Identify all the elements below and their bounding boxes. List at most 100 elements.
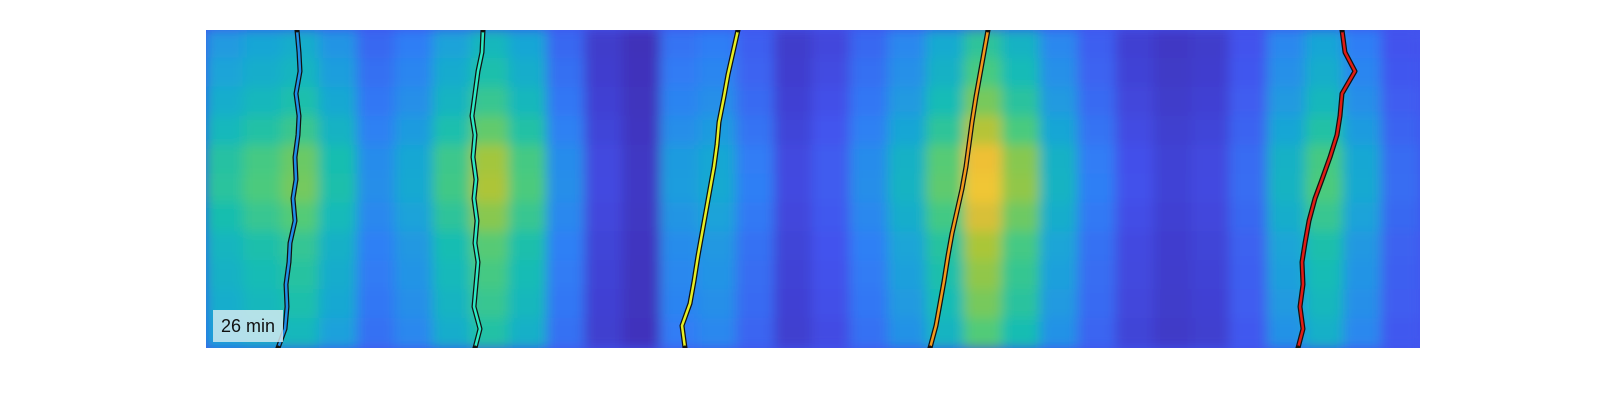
heatmap-cell [1077,173,1118,205]
heatmap-cell [1191,30,1232,60]
heatmap-cell [622,202,663,234]
heatmap-cell [812,202,852,234]
heatmap-cell [736,30,777,60]
heatmap-cell [660,57,701,89]
heatmap-cell [584,231,625,263]
heatmap-cell [508,318,549,348]
heatmap-cell [774,86,814,118]
heatmap-cell [206,115,245,147]
heatmap-cell [1001,30,1042,60]
heatmap-cell [1229,57,1270,89]
trajectory-line-5 [1296,30,1357,348]
heatmap-cell [1267,144,1308,176]
heatmap-cell [812,173,852,205]
heatmap-cell [1343,144,1384,176]
heatmap-cell [1077,30,1118,60]
heatmap-cell [736,202,777,234]
heatmap-cell [812,260,852,292]
heatmap-cell [356,144,397,176]
heatmap-cell [318,260,359,292]
heatmap-cell [356,115,397,147]
heatmap-cell [1191,115,1232,147]
heatmap-cell [432,57,473,89]
heatmap-cell [356,231,397,263]
heatmap-cell [1381,260,1420,292]
heatmap-cell [356,318,397,348]
heatmap-cell [1001,115,1042,147]
heatmap-cell [1381,86,1420,118]
heatmap-cell [546,173,587,205]
heatmap-cell [1153,202,1194,234]
heatmap-cell [812,86,852,118]
heatmap-cell [849,289,890,321]
heatmap-cell [774,57,814,89]
heatmap-cell [1115,144,1156,176]
heatmap-cell [432,144,473,176]
heatmap-cell [849,231,890,263]
heatmap-cell [1115,318,1156,348]
heatmap-cell [432,260,473,292]
heatmap-cell [1305,173,1346,205]
heatmap-cell [1229,144,1270,176]
trajectory-endpoint [735,30,741,33]
heatmap-cell [1381,115,1420,147]
heatmap-cell [736,231,777,263]
heatmap-cell [470,115,511,147]
heatmap-cell [394,289,435,321]
heatmap-cell [242,144,283,176]
heatmap-cell [394,318,435,348]
heatmap-cell [1001,289,1042,321]
heatmap-cell [1039,289,1080,321]
heatmap-cell [1115,30,1156,60]
heatmap-cell [1077,144,1118,176]
heatmap-cell [242,30,283,60]
heatmap-cell [1343,115,1384,147]
heatmap-cell [508,231,549,263]
heatmap-cell [849,144,890,176]
heatmap-cell [584,57,625,89]
heatmap-cell [925,144,966,176]
heatmap-cell [812,115,852,147]
heatmap-cell [1229,30,1270,60]
heatmap-cell [508,144,549,176]
trajectory-series [275,30,1358,348]
heatmap-cell [1153,115,1194,147]
trajectory-endpoint [682,345,688,348]
heatmap-cell [736,115,777,147]
heatmap-cell [394,30,435,60]
heatmap-cell [356,173,397,205]
heatmap-cell [925,86,966,118]
heatmap-cell [887,231,928,263]
heatmap-cell [394,57,435,89]
heatmap-cell [1115,115,1156,147]
heatmap-cell [1305,231,1346,263]
heatmap-cell [1229,318,1270,348]
heatmap-cell [698,289,739,321]
heatmap-cell [660,231,701,263]
heatmap-cell [887,318,928,348]
heatmap-cell [1267,86,1308,118]
heatmap-cell [394,173,435,205]
heatmap-cell [1191,231,1232,263]
heatmap-cell [470,30,511,60]
heatmap-cell [1077,115,1118,147]
heatmap-cell [963,202,1004,234]
heatmap-cell [356,30,397,60]
heatmap-cell [887,57,928,89]
heatmap-cell [1039,231,1080,263]
trajectory-endpoint [985,30,991,33]
heatmap-cell [1305,318,1346,348]
heatmap-cell [1191,57,1232,89]
heatmap-cell [546,86,587,118]
heatmap-cell [812,144,852,176]
heatmap-cell [1229,231,1270,263]
heatmap [206,30,1420,348]
heatmap-cell [546,231,587,263]
heatmap-cell [736,260,777,292]
heatmap-cell [318,202,359,234]
heatmap-cell [1039,260,1080,292]
heatmap-cell [1267,173,1308,205]
heatmap-cell [1001,202,1042,234]
heatmap-cell [206,173,245,205]
heatmap-cell [356,289,397,321]
